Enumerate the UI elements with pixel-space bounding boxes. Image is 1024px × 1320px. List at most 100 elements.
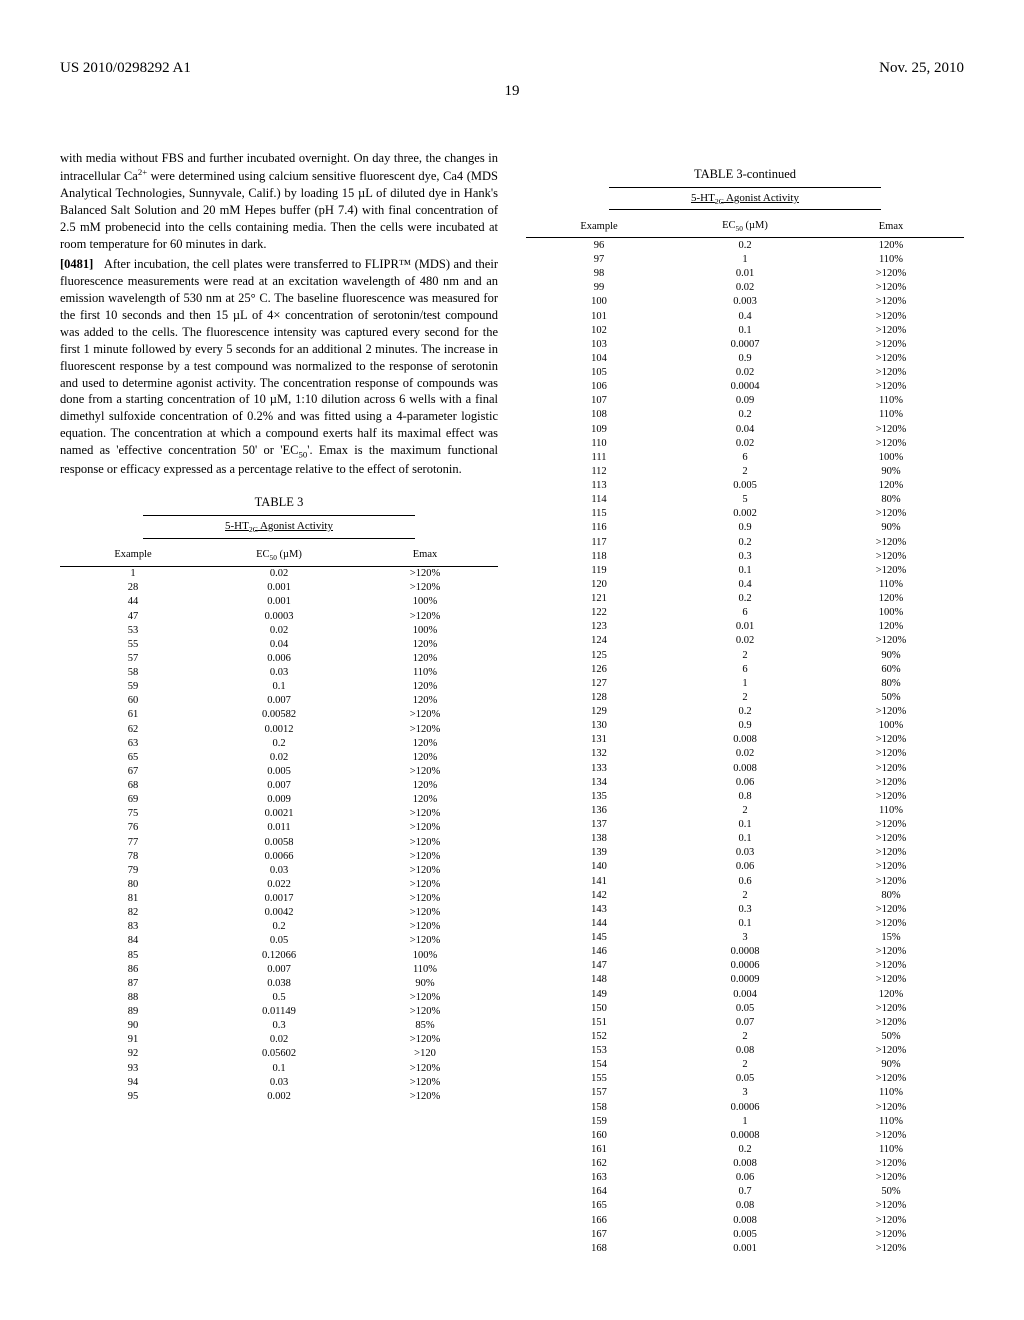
table-header-row-r: Example EC50 (µM) Emax: [526, 216, 964, 238]
table-cell: 65: [60, 750, 206, 764]
table-cell: 68: [60, 779, 206, 793]
table-row: 1020.1>120%: [526, 323, 964, 337]
table-cell: 0.01149: [206, 1005, 352, 1019]
table-cell: >120%: [352, 849, 498, 863]
table-cell: 157: [526, 1086, 672, 1100]
table-cell: 100%: [352, 623, 498, 637]
table-cell: 44: [60, 595, 206, 609]
table-cell: 6: [672, 450, 818, 464]
table-cell: 0.0008: [672, 945, 818, 959]
table-cell: >120%: [352, 1005, 498, 1019]
table-row: 840.05>120%: [60, 934, 498, 948]
table-cell: 110%: [818, 1142, 964, 1156]
table-cell: 104: [526, 351, 672, 365]
table-cell: 0.022: [206, 877, 352, 891]
table-cell: 151: [526, 1015, 672, 1029]
table-cell: 0.02: [672, 281, 818, 295]
table-row: 950.002>120%: [60, 1089, 498, 1103]
table-cell: 0.008: [672, 761, 818, 775]
table-row: 1230.01120%: [526, 620, 964, 634]
table-cell: 84: [60, 934, 206, 948]
table-cell: 120%: [352, 750, 498, 764]
table-cell: 131: [526, 733, 672, 747]
left-column: with media without FBS and further incub…: [60, 150, 498, 1255]
table-cell: 28: [60, 581, 206, 595]
table-row: 280.001>120%: [60, 581, 498, 595]
table-row: 1226100%: [526, 606, 964, 620]
table-cell: 133: [526, 761, 672, 775]
table-row: 920.05602>120: [60, 1047, 498, 1061]
table-cell: 110%: [818, 394, 964, 408]
table-cell: 123: [526, 620, 672, 634]
table-cell: >120%: [352, 892, 498, 906]
table3-left: Example EC50 (µM) Emax 10.02>120%280.001…: [60, 545, 498, 1104]
table-cell: 120%: [352, 637, 498, 651]
table-cell: >120%: [818, 789, 964, 803]
table-cell: 100%: [352, 948, 498, 962]
table-row: 1480.0009>120%: [526, 973, 964, 987]
table-cell: 0.02: [672, 747, 818, 761]
table-cell: 59: [60, 680, 206, 694]
table-cell: 0.0004: [672, 380, 818, 394]
paragraph-2: [0481] After incubation, the cell plates…: [60, 256, 498, 478]
table-row: 145315%: [526, 931, 964, 945]
table-row: 1290.2>120%: [526, 705, 964, 719]
table-cell: 0.1: [672, 818, 818, 832]
table-cell: >120%: [352, 1075, 498, 1089]
table-cell: 100%: [352, 595, 498, 609]
table-cell: 2: [672, 1029, 818, 1043]
table-cell: >120%: [818, 1044, 964, 1058]
table-row: 1620.008>120%: [526, 1157, 964, 1171]
table-cell: >120: [352, 1047, 498, 1061]
table-row: 1610.2110%: [526, 1142, 964, 1156]
table-cell: >120%: [818, 337, 964, 351]
table-cell: 91: [60, 1033, 206, 1047]
table-cell: 120%: [818, 592, 964, 606]
table-cell: 124: [526, 634, 672, 648]
table-row: 1200.4110%: [526, 577, 964, 591]
table-row: 440.001100%: [60, 595, 498, 609]
table-cell: >120%: [352, 863, 498, 877]
table-cell: 0.009: [206, 793, 352, 807]
table-cell: >120%: [352, 920, 498, 934]
table-cell: 121: [526, 592, 672, 606]
ec50-sub-r: 50: [736, 225, 743, 234]
table-cell: 0.09: [672, 394, 818, 408]
table-header-row: Example EC50 (µM) Emax: [60, 545, 498, 567]
table3-caption: TABLE 3: [60, 494, 498, 511]
table-cell: 162: [526, 1157, 672, 1171]
table-cell: 0.0003: [206, 609, 352, 623]
content-columns: with media without FBS and further incub…: [60, 150, 964, 1255]
table-cell: 163: [526, 1171, 672, 1185]
table-cell: >120%: [352, 566, 498, 581]
table-cell: >120%: [818, 295, 964, 309]
table-cell: 90%: [818, 521, 964, 535]
table-cell: >120%: [818, 959, 964, 973]
table-cell: 148: [526, 973, 672, 987]
table-cell: >120%: [818, 1072, 964, 1086]
table-row: 1660.008>120%: [526, 1213, 964, 1227]
table-cell: >120%: [818, 1128, 964, 1142]
table-cell: 0.6: [672, 874, 818, 888]
right-column: TABLE 3-continued 5-HT2C Agonist Activit…: [526, 150, 964, 1255]
table-cell: >120%: [818, 563, 964, 577]
table-cell: 0.05: [206, 934, 352, 948]
table-cell: 0.00582: [206, 708, 352, 722]
table-cell: 0.0012: [206, 722, 352, 736]
table-cell: 0.1: [672, 563, 818, 577]
table-cell: 103: [526, 337, 672, 351]
table-cell: >120%: [818, 1213, 964, 1227]
table-cell: 50%: [818, 1185, 964, 1199]
table-cell: 80%: [818, 888, 964, 902]
table-cell: 82: [60, 906, 206, 920]
table-row: 1640.750%: [526, 1185, 964, 1199]
table-row: 800.022>120%: [60, 877, 498, 891]
table-cell: 100%: [818, 606, 964, 620]
table-row: 820.0042>120%: [60, 906, 498, 920]
table-cell: 117: [526, 535, 672, 549]
table-cell: 142: [526, 888, 672, 902]
table-cell: 0.0008: [672, 1128, 818, 1142]
table-cell: >120%: [818, 309, 964, 323]
table-cell: >120%: [818, 846, 964, 860]
table-cell: 2: [672, 464, 818, 478]
